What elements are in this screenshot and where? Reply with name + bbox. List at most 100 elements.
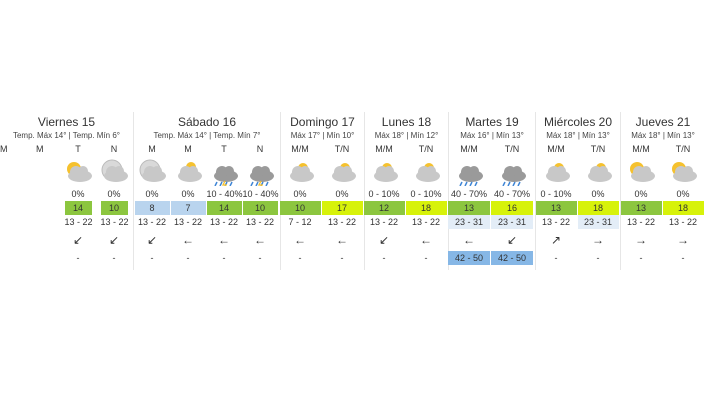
day-subtitle: Temp. Máx 14° | Temp. Mín 7° — [153, 131, 261, 140]
wind-gust: - — [382, 253, 386, 263]
weather-icon — [178, 162, 202, 182]
precipitation: 0% — [107, 189, 121, 199]
day-subtitle: Máx 16° | Mín 13° — [460, 131, 524, 140]
day-title: Jueves 21 — [635, 115, 691, 129]
wind-direction: ↗ — [550, 233, 562, 247]
wind-gust: - — [222, 253, 226, 263]
wind-gust: - — [340, 253, 344, 263]
weather-icon — [332, 163, 356, 182]
day-title: Martes 19 — [465, 115, 519, 129]
weather-icon — [290, 163, 314, 182]
temperature: 10 — [242, 201, 278, 215]
wind-gust: - — [298, 253, 302, 263]
wind-direction: ← — [420, 233, 432, 247]
precipitation: 0% — [634, 189, 648, 199]
period-label: M — [184, 144, 192, 154]
wind-speed: 13 - 22 — [668, 217, 698, 227]
separator — [133, 112, 134, 270]
period-label: M — [36, 144, 44, 154]
precipitation: 0% — [145, 189, 159, 199]
wind-direction: ← — [218, 233, 230, 247]
wind-speed: 13 - 22 — [327, 217, 357, 227]
wind-gust: - — [554, 253, 558, 263]
wind-speed: 13 - 22 — [137, 217, 167, 227]
wind-gust: - — [150, 253, 154, 263]
wind-speed: 23 - 31 — [491, 215, 533, 229]
day-subtitle: Temp. Máx 14° | Temp. Mín 6° — [12, 131, 121, 140]
wind-direction: ↙ — [378, 233, 390, 247]
day-title: Sábado 16 — [177, 115, 237, 129]
wind-gust: - — [596, 253, 600, 263]
day-subtitle: Máx 18° | Mín 12° — [374, 131, 439, 140]
separator — [535, 112, 536, 270]
wind-gust: - — [681, 253, 685, 263]
wind-gust: - — [112, 253, 116, 263]
wind-direction: → — [635, 233, 647, 247]
day-title: Lunes 18 — [381, 115, 432, 129]
temperature: 18 — [662, 201, 704, 215]
temperature: 13 — [535, 201, 577, 215]
weather-icon — [672, 162, 697, 182]
temperature: 14 — [64, 201, 92, 215]
period-label: M/M — [547, 144, 565, 154]
period-label: T/N — [675, 144, 691, 154]
wind-gust: - — [424, 253, 428, 263]
wind-direction: ↙ — [146, 233, 158, 247]
wind-gust: - — [639, 253, 643, 263]
wind-speed: 13 - 22 — [541, 217, 571, 227]
day-title: Domingo 17 — [290, 115, 355, 129]
day-title: Miércoles 20 — [543, 115, 613, 129]
weather-icon — [250, 166, 274, 186]
precipitation: 10 - 40% — [206, 189, 243, 199]
temperature: 10 — [100, 201, 128, 215]
wind-direction: ↙ — [72, 233, 84, 247]
wind-speed: 13 - 22 — [100, 217, 129, 227]
wind-direction: ← — [294, 233, 306, 247]
period-label: M — [148, 144, 156, 154]
wind-speed: 13 - 22 — [369, 217, 399, 227]
wind-gust: - — [76, 253, 80, 263]
precipitation: 40 - 70% — [493, 189, 531, 199]
precipitation: 0% — [335, 189, 349, 199]
separator — [364, 112, 365, 270]
temperature: 8 — [134, 201, 170, 215]
wind-speed: 13 - 22 — [64, 217, 93, 227]
day-title: Viernes 15 — [37, 115, 96, 129]
wind-speed: 13 - 22 — [209, 217, 239, 227]
weather-icon — [67, 162, 92, 182]
precipitation: 0% — [181, 189, 195, 199]
period-label: M/M — [460, 144, 478, 154]
precipitation: 0 - 10% — [410, 189, 442, 199]
temperature: 7 — [170, 201, 206, 215]
period-label: M — [0, 144, 8, 154]
period-label: N — [110, 144, 118, 154]
wind-speed: 13 - 22 — [411, 217, 441, 227]
weather-icon — [139, 159, 166, 182]
weather-icon — [459, 166, 483, 186]
precipitation: 10 - 40% — [242, 189, 279, 199]
separator — [448, 112, 449, 270]
period-label: T — [221, 144, 227, 154]
temperature: 17 — [321, 201, 363, 215]
period-label: M/M — [375, 144, 393, 154]
weather-icon — [588, 163, 612, 182]
wind-direction: ← — [182, 233, 194, 247]
wind-speed: 13 - 22 — [626, 217, 656, 227]
weather-icon — [101, 159, 128, 182]
weather-icon — [630, 162, 655, 182]
wind-direction: ← — [463, 233, 475, 247]
weather-icon — [416, 163, 440, 182]
period-label: T/N — [334, 144, 350, 154]
precipitation: 0 - 10% — [540, 189, 572, 199]
separator — [620, 112, 621, 270]
weather-icon — [502, 166, 526, 186]
period-label: M/M — [291, 144, 309, 154]
wind-speed: 23 - 31 — [448, 215, 490, 229]
weather-icon — [214, 166, 238, 186]
wind-direction: ↙ — [506, 233, 518, 247]
period-label: M/M — [632, 144, 650, 154]
wind-speed: 23 - 31 — [577, 215, 619, 229]
weather-icon — [546, 163, 570, 182]
precipitation: 0 - 10% — [368, 189, 400, 199]
